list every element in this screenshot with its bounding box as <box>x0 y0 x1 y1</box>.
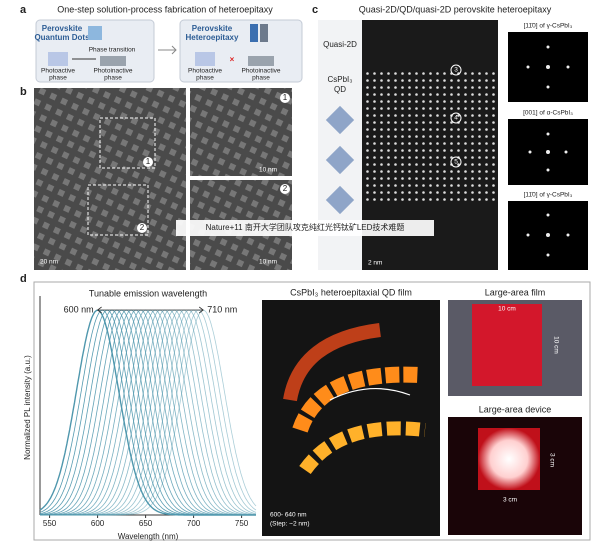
spectrum <box>40 309 257 516</box>
phase-label: phase <box>104 75 122 82</box>
lattice <box>362 72 498 202</box>
icon <box>48 52 68 66</box>
marker-label: 2 <box>283 184 288 193</box>
box-title: Quantum Dots <box>34 33 90 42</box>
box-title: Perovskite <box>42 24 83 33</box>
tem-image <box>190 88 292 176</box>
cross: × <box>230 55 235 64</box>
red-film <box>472 304 542 386</box>
annotation: 710 nm <box>207 304 237 314</box>
arrow <box>158 45 177 55</box>
scale-bar: 10 nm <box>259 167 277 174</box>
x-tick-label: 600 <box>91 519 105 528</box>
marker <box>450 112 462 124</box>
x-axis-title: Wavelength (nm) <box>118 532 179 541</box>
icon <box>260 24 268 42</box>
layer-label: CsPbI₃ <box>327 75 352 84</box>
x-tick-label: 650 <box>139 519 153 528</box>
dimension-label: 10 cm <box>498 306 516 313</box>
icon <box>100 56 126 66</box>
led-device <box>478 428 540 490</box>
y-axis-title: Normalized PL intensity (a.u.) <box>23 355 32 460</box>
phase-label: Photoactive <box>188 68 222 75</box>
scale-bar: 20 nm <box>40 259 58 266</box>
dimension-label: 10 cm <box>552 336 559 354</box>
panel-label: c <box>312 4 318 16</box>
fft-label: [001] of α-CsPbI₃ <box>523 110 573 117</box>
zoom-box <box>99 117 156 169</box>
marker <box>450 64 462 76</box>
schematic-octahedra <box>325 105 355 215</box>
spectrum <box>40 309 257 516</box>
x-tick-label: 750 <box>235 519 249 528</box>
icon <box>195 52 215 66</box>
phase-label: Photoinactive <box>93 68 132 75</box>
marker-label: 3 <box>454 67 458 74</box>
dimension-label: 3 cm <box>548 453 555 467</box>
panel-frame <box>33 281 591 541</box>
phase-label: phase <box>196 75 214 82</box>
marker-label: 4 <box>454 115 458 122</box>
watermark: Nature+11 南开大学团队攻克纯红光钙钛矿LED技术难题 <box>206 222 405 232</box>
chart-title: Tunable emission wavelength <box>89 288 207 298</box>
marker <box>143 157 153 167</box>
dimension-label: 3 cm <box>503 497 517 504</box>
annotation: Phase transition <box>89 47 136 54</box>
fft-label: [11̄0] of γ-CsPbI₃ <box>524 23 573 30</box>
marker-label: 5 <box>454 159 458 166</box>
scale-bar: 10 nm <box>259 259 277 266</box>
annotation: 600 nm <box>64 304 94 314</box>
layer-label: Quasi-2D <box>323 40 357 49</box>
icon <box>88 26 102 40</box>
phase-label: phase <box>252 75 270 82</box>
photo-title: Large-area film <box>485 287 546 297</box>
marker <box>450 156 462 168</box>
photo-caption: 600- 640 nm <box>270 512 307 519</box>
chart: 550 600 650 700 750 Wavelength (nm) Normalized… <box>23 288 257 541</box>
tem-image <box>34 88 186 270</box>
phase-label: phase <box>49 75 67 82</box>
spectrum <box>40 309 257 516</box>
marker-label: 2 <box>140 223 145 232</box>
photo-caption: (Step: ~2 nm) <box>270 521 310 528</box>
watermark-box <box>176 220 434 236</box>
scale-bar: 2 nm <box>368 260 382 267</box>
marker-label: 1 <box>283 93 288 102</box>
box <box>179 19 303 83</box>
marker <box>137 223 147 233</box>
qd-tiles <box>283 323 426 475</box>
icon <box>250 24 258 42</box>
panel-label: d <box>20 273 27 285</box>
fft-label: [11̄0] of γ-CsPbI₃ <box>524 192 573 199</box>
marker <box>280 184 290 194</box>
x-tick-label: 550 <box>43 519 57 528</box>
box-title: Perovskite <box>192 24 233 33</box>
fft-spots <box>526 45 570 257</box>
annotation-arrow <box>96 306 204 314</box>
x-tick-label: 700 <box>187 519 201 528</box>
panel-title: Quasi-2D/QD/quasi-2D perovskite heteroep… <box>359 4 552 14</box>
phase-label: Photoinactive <box>241 68 280 75</box>
icon <box>248 56 274 66</box>
panel-label: b <box>20 86 27 98</box>
phase-label: Photoactive <box>41 68 75 75</box>
panel-label: a <box>20 4 27 16</box>
photo-title: Large-area device <box>479 404 552 414</box>
panel-title: One-step solution-process fabrication of… <box>57 4 273 14</box>
zoom-box <box>87 184 149 236</box>
layer-label: QD <box>334 85 346 94</box>
box-title: Heteroepitaxy <box>186 33 239 42</box>
photo-title: CsPbI₃ heteroepitaxial QD film <box>290 287 412 297</box>
marker-label: 1 <box>146 157 151 166</box>
marker <box>280 93 290 103</box>
box <box>35 19 155 83</box>
